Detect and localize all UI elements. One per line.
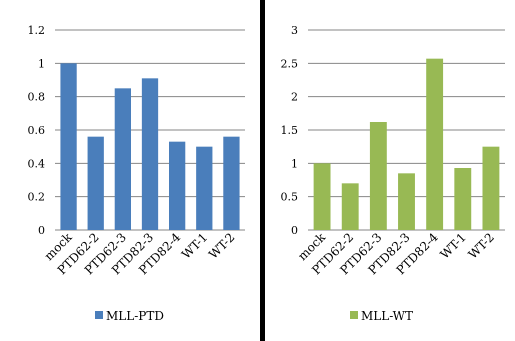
chart-panel-mll-wt: 0 0.5 1 1.5 2 2.5 3 mock PTD62-2 PTD62-3 PTD82-3 PT… xyxy=(265,0,515,341)
y-tick-label: 1 xyxy=(38,57,45,70)
bar xyxy=(313,163,331,230)
bar xyxy=(60,63,77,231)
y-tick-label: 0.2 xyxy=(28,191,46,204)
legend-swatch xyxy=(350,311,358,319)
y-tick-label: 0.6 xyxy=(28,124,46,137)
bar xyxy=(341,183,359,230)
bar xyxy=(482,146,500,230)
chart-mll-ptd: 00.20.40.60.811.2mockPTD62-2PTD62-3PTD82… xyxy=(28,24,245,323)
bar xyxy=(114,88,131,230)
x-tick-label: WT-1 xyxy=(179,230,210,261)
y-tick-label: 0.8 xyxy=(28,91,46,104)
bar xyxy=(398,173,415,230)
y-tick-label: 1.2 xyxy=(28,24,46,37)
bar xyxy=(454,168,472,230)
y-tick-label: 3 xyxy=(291,24,298,37)
y-tick-label: 1.5 xyxy=(281,124,299,137)
x-tick-label: WT-2 xyxy=(206,230,237,261)
x-tick-label: WT-2 xyxy=(466,230,497,261)
bar xyxy=(426,58,444,230)
legend-label: MLL-PTD xyxy=(106,309,164,323)
legend-swatch xyxy=(95,311,103,319)
x-tick-label: WT-1 xyxy=(437,230,468,261)
bar xyxy=(369,122,387,230)
legend-label: MLL-WT xyxy=(361,309,413,323)
chart-panel-mll-ptd: 0 0.2 0.4 0.6 0.8 1 1.2 mock PTD62-2 PTD62-3 PTD82… xyxy=(0,0,260,341)
bar xyxy=(87,136,104,230)
bar xyxy=(223,136,240,230)
bar xyxy=(169,141,186,230)
bar xyxy=(196,146,213,230)
y-tick-label: 0 xyxy=(291,224,298,237)
bar xyxy=(141,78,159,230)
y-tick-label: 2 xyxy=(291,91,298,104)
y-tick-label: 0.4 xyxy=(28,157,46,170)
chart-mll-wt: 00.511.522.53mockPTD62-2PTD62-3PTD82-3PT… xyxy=(281,24,505,323)
y-tick-label: 0.5 xyxy=(281,191,299,204)
y-tick-label: 2.5 xyxy=(281,57,299,70)
y-tick-label: 1 xyxy=(291,157,298,170)
y-tick-label: 0 xyxy=(38,224,45,237)
